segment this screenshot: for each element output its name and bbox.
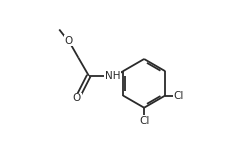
Text: Cl: Cl bbox=[139, 116, 149, 126]
Text: O: O bbox=[64, 36, 73, 46]
Text: Cl: Cl bbox=[174, 91, 184, 101]
Text: NH: NH bbox=[105, 71, 120, 81]
Text: O: O bbox=[73, 93, 81, 103]
